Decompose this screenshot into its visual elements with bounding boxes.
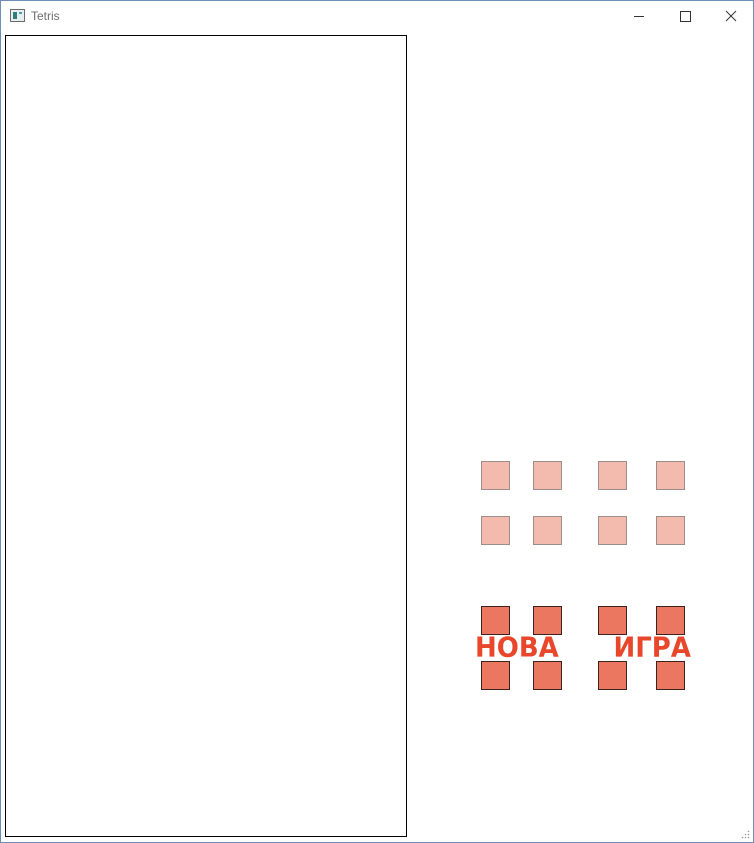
decor-square bbox=[533, 461, 562, 490]
maximize-icon bbox=[679, 10, 691, 22]
new-game-label-word1: НОВА bbox=[475, 632, 559, 664]
button-square bbox=[598, 606, 627, 635]
decor-square bbox=[481, 461, 510, 490]
button-square bbox=[533, 606, 562, 635]
minimize-icon bbox=[634, 15, 644, 17]
decor-square bbox=[598, 516, 627, 545]
title-bar[interactable]: Tetris bbox=[1, 1, 753, 31]
window-title: Tetris bbox=[31, 9, 60, 23]
game-board[interactable] bbox=[5, 35, 407, 837]
app-icon-pane bbox=[19, 12, 22, 14]
decor-square bbox=[598, 461, 627, 490]
decor-square bbox=[481, 516, 510, 545]
resize-grip-icon[interactable] bbox=[740, 829, 750, 839]
decor-square bbox=[656, 461, 685, 490]
button-square bbox=[656, 661, 685, 690]
maximize-button[interactable] bbox=[662, 1, 708, 31]
button-square bbox=[598, 661, 627, 690]
close-button[interactable] bbox=[708, 1, 754, 31]
button-square bbox=[656, 606, 685, 635]
minimize-button[interactable] bbox=[616, 1, 662, 31]
app-icon bbox=[10, 9, 25, 22]
app-icon-pane bbox=[13, 12, 17, 19]
close-icon bbox=[725, 10, 737, 22]
button-square bbox=[481, 661, 510, 690]
button-square bbox=[533, 661, 562, 690]
new-game-label-word2: ИГРА bbox=[613, 632, 691, 664]
button-square bbox=[481, 606, 510, 635]
decor-square bbox=[656, 516, 685, 545]
new-game-button[interactable]: НОВА ИГРА bbox=[475, 631, 691, 665]
decor-square bbox=[533, 516, 562, 545]
